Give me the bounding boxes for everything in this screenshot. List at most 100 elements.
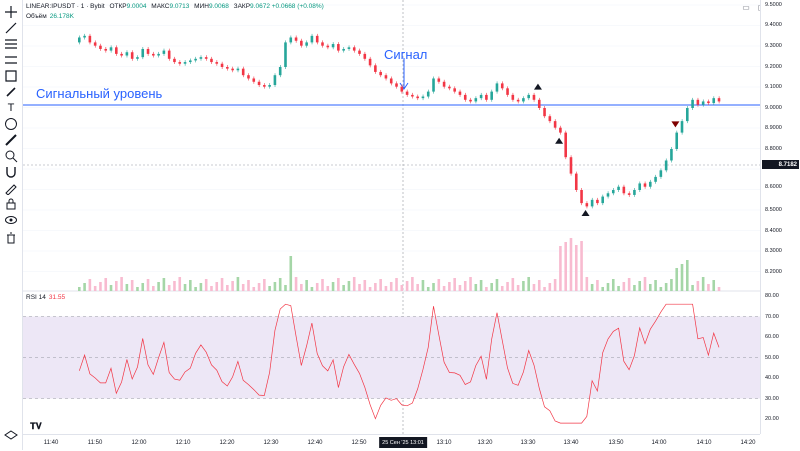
rsi-tick: 50.00 bbox=[765, 355, 779, 361]
volume-bar bbox=[252, 287, 256, 291]
buy-marker-icon bbox=[581, 209, 590, 216]
candle bbox=[670, 149, 673, 161]
pencil-lock-icon[interactable] bbox=[3, 180, 19, 196]
signal-annotation[interactable]: Сигнал bbox=[384, 47, 428, 62]
volume-bar bbox=[78, 287, 81, 291]
candle bbox=[559, 127, 562, 133]
price-tick: 8.3000 bbox=[765, 248, 782, 254]
volume-bar bbox=[104, 278, 108, 291]
layers-icon[interactable] bbox=[3, 428, 19, 444]
volume-bar bbox=[220, 278, 224, 291]
trend-line-icon[interactable] bbox=[3, 20, 19, 36]
candle bbox=[342, 48, 345, 51]
volume-bar bbox=[648, 284, 652, 291]
volume-bar bbox=[453, 278, 456, 291]
volume-bar bbox=[305, 280, 308, 291]
candle bbox=[236, 68, 240, 71]
volume-bar bbox=[717, 287, 721, 291]
volume-bar bbox=[130, 280, 134, 291]
candle bbox=[136, 57, 139, 59]
candle bbox=[395, 83, 398, 87]
candle bbox=[590, 199, 594, 207]
candle bbox=[453, 88, 456, 92]
volume-bar bbox=[432, 283, 435, 291]
volume-bar bbox=[368, 287, 372, 291]
pattern-icon[interactable] bbox=[3, 52, 19, 68]
trash-icon[interactable] bbox=[3, 230, 19, 246]
symbol-name: LINEAR:IPUSDT · 1 · Bybit bbox=[26, 3, 105, 10]
candle bbox=[379, 71, 382, 76]
candle bbox=[104, 48, 108, 51]
volume-bar bbox=[564, 242, 567, 291]
signal-level-annotation[interactable]: Сигнальный уровень bbox=[36, 86, 163, 101]
candle bbox=[167, 50, 171, 59]
crosshair-icon[interactable] bbox=[3, 4, 19, 20]
volume-bar bbox=[675, 268, 679, 291]
candle bbox=[659, 170, 663, 177]
fib-icon[interactable] bbox=[3, 36, 19, 52]
eye-icon[interactable] bbox=[3, 212, 19, 228]
candle bbox=[680, 121, 684, 133]
candle bbox=[162, 50, 166, 54]
price-tick: 8.4000 bbox=[765, 228, 782, 234]
ruler-icon[interactable] bbox=[3, 132, 19, 148]
candle bbox=[88, 35, 92, 43]
volume-bar bbox=[559, 246, 562, 291]
candle bbox=[437, 78, 441, 82]
candle bbox=[210, 58, 213, 63]
candle bbox=[474, 98, 478, 102]
sell-marker-icon bbox=[671, 121, 680, 128]
price-chart[interactable] bbox=[23, 0, 760, 434]
volume-bar bbox=[157, 282, 160, 291]
candle bbox=[125, 52, 129, 56]
smile-icon[interactable] bbox=[3, 116, 19, 132]
candle bbox=[368, 58, 372, 66]
volume-bar bbox=[495, 279, 499, 291]
candle bbox=[601, 196, 605, 204]
candle bbox=[305, 42, 308, 46]
candle bbox=[310, 35, 314, 43]
tradingview-logo-icon[interactable]: 𝐓𝐕 bbox=[30, 421, 42, 431]
projection-icon[interactable] bbox=[3, 68, 19, 84]
volume-bar bbox=[670, 279, 673, 291]
volume-bar bbox=[215, 282, 219, 291]
volume-bar bbox=[352, 277, 356, 291]
volume-bar bbox=[210, 286, 213, 291]
time-tick: 12:40 bbox=[307, 440, 323, 446]
candle bbox=[606, 193, 610, 197]
buy-marker-icon bbox=[555, 137, 564, 144]
volume-bar bbox=[701, 277, 705, 291]
candle bbox=[173, 58, 176, 63]
lock-icon[interactable] bbox=[3, 196, 19, 212]
rsi-line bbox=[78, 303, 720, 424]
candle bbox=[421, 96, 425, 99]
candle bbox=[363, 53, 367, 59]
time-tick: 14:10 bbox=[696, 440, 712, 446]
candle bbox=[247, 75, 250, 79]
volume-bar bbox=[442, 286, 446, 291]
candle bbox=[432, 78, 435, 92]
volume-bar bbox=[294, 277, 298, 291]
candle bbox=[400, 86, 404, 92]
minimize-icon[interactable]: ▭ bbox=[742, 2, 750, 12]
volume-bar bbox=[654, 280, 657, 291]
price-tick: 8.9000 bbox=[765, 125, 782, 131]
brush-icon[interactable] bbox=[3, 84, 19, 100]
zoom-icon[interactable] bbox=[3, 148, 19, 164]
volume-bar bbox=[490, 283, 493, 291]
price-scale[interactable]: 9.5000 9.4000 9.3000 9.2000 9.1000 9.0000 8.90… bbox=[760, 0, 800, 434]
candle bbox=[358, 50, 361, 54]
volume-bar bbox=[712, 280, 716, 291]
volume-bar bbox=[241, 284, 245, 291]
candle bbox=[347, 47, 351, 49]
volume-bar bbox=[606, 283, 610, 291]
price-tick: 9.1000 bbox=[765, 84, 782, 90]
magnet-icon[interactable] bbox=[3, 164, 19, 180]
text-icon[interactable]: T bbox=[7, 101, 15, 114]
volume-bar bbox=[463, 281, 467, 291]
time-axis[interactable]: 11:40 11:50 12:00 12:10 12:20 12:30 12:40 12:50… bbox=[23, 434, 760, 451]
time-tick: 13:10 bbox=[436, 440, 452, 446]
candle bbox=[522, 98, 525, 102]
candle bbox=[532, 94, 536, 100]
candle bbox=[564, 132, 567, 158]
